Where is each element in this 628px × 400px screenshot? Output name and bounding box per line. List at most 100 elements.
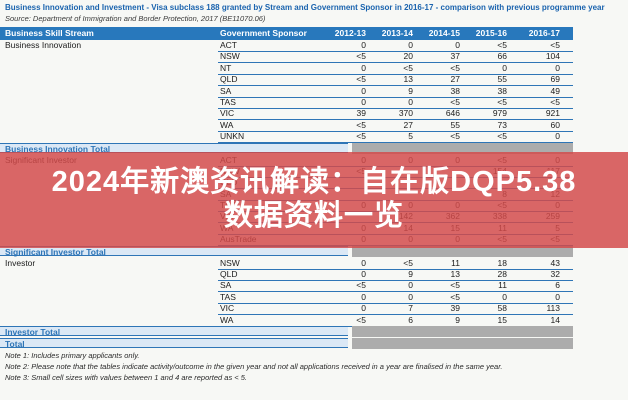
watermark-overlay: 2024年新澳资讯解读：自在版DQP5.38 数据资料一览 — [0, 152, 628, 248]
value-cell: 58 — [467, 303, 514, 316]
sponsor-cell: UNKN — [218, 131, 330, 144]
value-cell: 27 — [420, 74, 467, 87]
value-cell: 37 — [420, 51, 467, 64]
value-cell: 7 — [373, 303, 420, 316]
stream-label — [0, 63, 218, 75]
stream-label — [0, 269, 218, 281]
value-cell: <5 — [373, 63, 420, 75]
table-row: NT 0 <5 <5 0 0 — [0, 63, 573, 75]
footnote: Note 2: Please note that the tables indi… — [5, 361, 503, 371]
value-cell: <5 — [330, 51, 373, 64]
value-cell: 0 — [373, 40, 420, 52]
sponsor-cell: NT — [218, 63, 330, 75]
value-cell: 15 — [467, 315, 514, 327]
stream-label: Business Innovation — [5, 40, 82, 50]
value-cell: <5 — [420, 131, 467, 144]
sponsor-cell: VIC — [218, 303, 330, 316]
watermark-text-line2: 数据资料一览 — [223, 200, 404, 232]
value-cell: 104 — [514, 51, 573, 64]
sponsor-cell: QLD — [218, 269, 330, 282]
value-cell: 73 — [467, 120, 514, 132]
grand-total-row: Total — [0, 337, 573, 350]
value-cell: 49 — [514, 86, 573, 98]
stream-label — [0, 74, 218, 86]
value-cell: 43 — [514, 258, 573, 270]
value-cell: 370 — [373, 108, 420, 121]
section-total-label: Investor Total — [0, 325, 348, 337]
value-cell: 0 — [467, 63, 514, 75]
value-cell: 55 — [420, 120, 467, 132]
page-title: Business Innovation and Investment - Vis… — [5, 3, 605, 12]
value-cell: 66 — [467, 51, 514, 64]
value-cell: <5 — [420, 292, 467, 304]
value-cell: 18 — [467, 258, 514, 270]
value-cell: <5 — [330, 131, 373, 144]
sponsor-cell: TAS — [218, 292, 330, 304]
value-cell: 6 — [514, 280, 573, 293]
redacted-values-block — [352, 142, 573, 154]
value-cell: 0 — [373, 97, 420, 109]
value-cell: 55 — [467, 74, 514, 87]
sponsor-cell: NSW — [218, 258, 330, 270]
value-cell: 0 — [514, 131, 573, 144]
grand-total-label: Total — [0, 337, 348, 349]
value-cell: 9 — [373, 86, 420, 98]
value-cell: <5 — [420, 63, 467, 75]
stream-label — [0, 97, 218, 109]
footnotes: Note 1: Includes primary applicants only… — [5, 351, 623, 384]
value-cell: 27 — [373, 120, 420, 132]
value-cell: 28 — [467, 269, 514, 282]
table-row: SA <5 0 <5 11 6 — [0, 280, 573, 293]
value-cell: 39 — [330, 108, 373, 121]
value-cell: 13 — [420, 269, 467, 282]
value-cell: 38 — [420, 86, 467, 98]
value-cell: 0 — [514, 292, 573, 304]
value-cell: 38 — [467, 86, 514, 98]
value-cell: <5 — [467, 131, 514, 144]
value-cell: 5 — [373, 131, 420, 144]
table-row: TAS 0 0 <5 0 0 — [0, 292, 573, 304]
header-year: 2012-13 — [334, 28, 366, 38]
value-cell: 11 — [420, 258, 467, 270]
table-row: WA <5 27 55 73 60 — [0, 120, 573, 132]
value-cell: 921 — [514, 108, 573, 121]
table-row: UNKN <5 5 <5 <5 0 — [0, 131, 573, 144]
sponsor-cell: ACT — [218, 40, 330, 52]
value-cell: <5 — [330, 120, 373, 132]
value-cell: 39 — [420, 303, 467, 316]
table-row: SA 0 9 38 38 49 — [0, 86, 573, 98]
table-row: TAS 0 0 <5 <5 <5 — [0, 97, 573, 109]
sponsor-cell: SA — [218, 86, 330, 98]
value-cell: <5 — [330, 280, 373, 293]
sponsor-cell: WA — [218, 120, 330, 132]
value-cell: <5 — [514, 40, 573, 52]
value-cell: <5 — [514, 97, 573, 109]
value-cell: 0 — [330, 269, 373, 282]
stream-label — [0, 51, 218, 63]
value-cell: 0 — [373, 280, 420, 293]
value-cell: <5 — [373, 258, 420, 270]
sponsor-cell: TAS — [218, 97, 330, 109]
table-row: VIC 0 7 39 58 113 — [0, 303, 573, 316]
stream-label — [0, 131, 218, 143]
value-cell: <5 — [420, 280, 467, 293]
value-cell: 14 — [514, 315, 573, 327]
header-year: 2016-17 — [528, 28, 560, 38]
value-cell: 9 — [420, 315, 467, 327]
stream-label — [0, 315, 218, 327]
header-government-sponsor: Government Sponsor — [220, 28, 307, 38]
stream-label — [0, 108, 218, 120]
watermark-text-line1: 2024年新澳资讯解读：自在版DQP5.38 — [51, 166, 577, 199]
table-row: VIC 39 370 646 979 921 — [0, 108, 573, 121]
header-year: 2013-14 — [381, 28, 413, 38]
header-year: 2014-15 — [428, 28, 460, 38]
value-cell: 11 — [467, 280, 514, 293]
value-cell: 0 — [420, 40, 467, 52]
value-cell: 6 — [373, 315, 420, 327]
stream-label: Investor — [5, 257, 36, 268]
stream-label — [0, 280, 218, 292]
table-row: QLD <5 13 27 55 69 — [0, 74, 573, 87]
value-cell: 0 — [330, 97, 373, 109]
source-line: Source: Department of Immigration and Bo… — [5, 14, 266, 23]
section-total-row: Investor Total — [0, 325, 573, 338]
